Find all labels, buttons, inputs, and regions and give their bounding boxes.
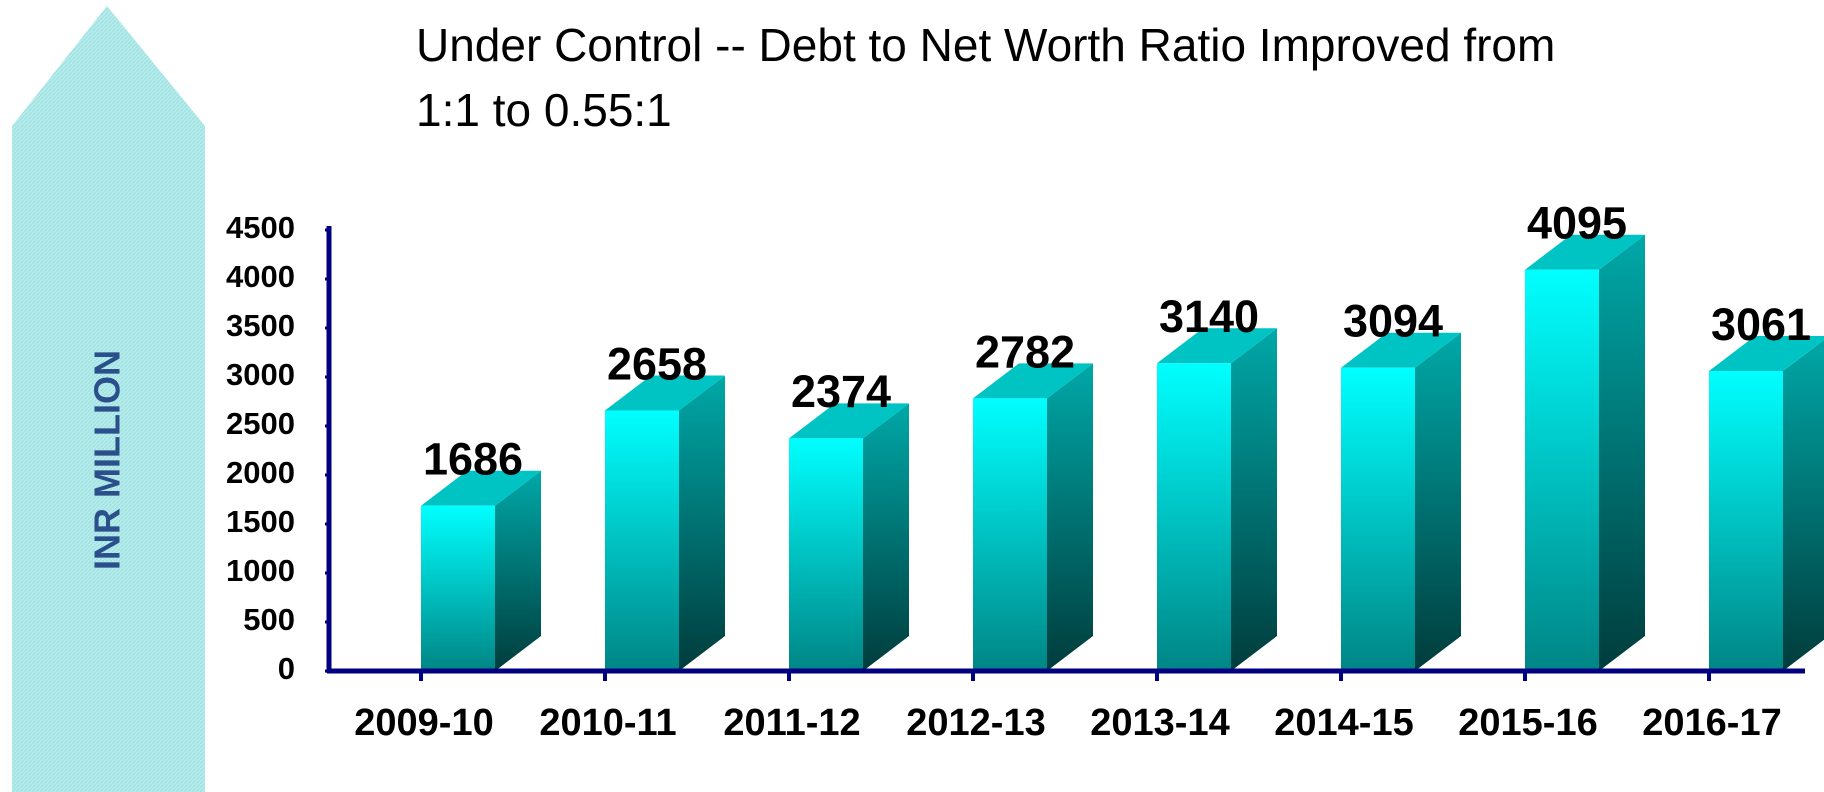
bar-top bbox=[1525, 234, 1645, 270]
y-tick-label: 3500 bbox=[226, 308, 295, 343]
data-label: 2782 bbox=[975, 326, 1075, 377]
data-label: 2374 bbox=[791, 366, 891, 417]
x-tick-label: 2012-13 bbox=[906, 702, 1045, 744]
bar-top bbox=[1341, 332, 1461, 368]
chart-subtitle: 1:1 to 0.55:1 bbox=[416, 84, 672, 136]
data-label: 3061 bbox=[1711, 299, 1811, 350]
bar-top bbox=[605, 375, 725, 411]
y-tick-label: 0 bbox=[278, 651, 295, 686]
x-tick-label: 2016-17 bbox=[1642, 702, 1781, 744]
x-tick-label: 2015-16 bbox=[1458, 702, 1597, 744]
bar bbox=[421, 505, 495, 671]
y-tick-label: 500 bbox=[243, 602, 295, 637]
bar bbox=[1157, 363, 1231, 671]
bar-side bbox=[863, 403, 909, 671]
bar-side bbox=[1047, 363, 1093, 671]
bar-top bbox=[789, 403, 909, 439]
bar bbox=[1341, 367, 1415, 671]
y-tick-label: 2000 bbox=[226, 455, 295, 490]
data-label: 2658 bbox=[607, 338, 707, 389]
y-tick-label: 2500 bbox=[226, 406, 295, 441]
x-tick-label: 2010-11 bbox=[539, 702, 676, 744]
data-label: 3140 bbox=[1159, 291, 1259, 342]
bar-side bbox=[495, 470, 541, 671]
x-tick-label: 2014-15 bbox=[1274, 702, 1413, 744]
y-tick-label: 4000 bbox=[226, 259, 295, 294]
bar-side bbox=[1783, 339, 1824, 671]
y-tick-label: 1500 bbox=[226, 504, 295, 539]
y-axis-label: INR MILLION bbox=[87, 350, 128, 570]
y-tick-label: 4500 bbox=[226, 210, 295, 245]
y-tick-label: 1000 bbox=[226, 553, 295, 588]
arrow-decoration bbox=[12, 6, 205, 792]
bar-side bbox=[1599, 234, 1645, 671]
bar bbox=[1525, 269, 1599, 671]
x-tick-label: 2011-12 bbox=[723, 702, 860, 744]
bar bbox=[605, 410, 679, 671]
bar-side bbox=[1415, 332, 1461, 671]
bar-side bbox=[1231, 328, 1277, 671]
bar bbox=[1709, 371, 1783, 671]
y-tick-label: 3000 bbox=[226, 357, 295, 392]
data-label: 3094 bbox=[1343, 296, 1443, 347]
x-tick-label: 2009-10 bbox=[354, 702, 493, 744]
bar-top bbox=[1157, 328, 1277, 364]
chart-title: Under Control -- Debt to Net Worth Ratio… bbox=[416, 19, 1555, 71]
data-label: 4095 bbox=[1527, 198, 1627, 249]
x-tick-label: 2013-14 bbox=[1090, 702, 1229, 744]
data-label: 1686 bbox=[423, 434, 523, 485]
bar-top bbox=[973, 363, 1093, 399]
bar-top bbox=[421, 470, 541, 506]
bar bbox=[789, 438, 863, 671]
bar-side bbox=[679, 375, 725, 671]
bar bbox=[973, 398, 1047, 671]
bar-top bbox=[1709, 336, 1824, 372]
